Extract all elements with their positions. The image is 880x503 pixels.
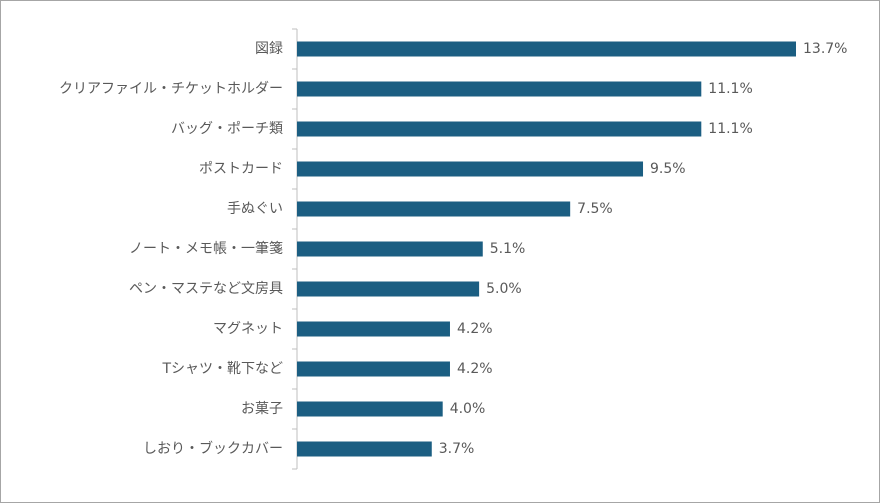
bar <box>297 401 443 417</box>
value-label: 9.5% <box>650 161 686 177</box>
category-label: ノート・メモ帳・一筆箋 <box>129 241 283 257</box>
value-label: 13.7% <box>803 41 847 57</box>
category-label: ポストカード <box>199 161 283 177</box>
category-label: Tシャツ・靴下など <box>161 361 283 377</box>
category-label: お菓子 <box>241 401 283 417</box>
value-label: 5.1% <box>490 241 526 257</box>
value-label: 4.0% <box>450 401 486 417</box>
value-label: 4.2% <box>457 321 493 337</box>
bar <box>297 321 450 337</box>
value-label: 5.0% <box>486 281 522 297</box>
category-label: バッグ・ポーチ類 <box>171 121 283 137</box>
category-label: マグネット <box>213 321 283 337</box>
bar <box>297 361 450 377</box>
category-label: クリアファイル・チケットホルダー <box>59 81 283 97</box>
value-label: 3.7% <box>439 441 475 457</box>
value-label: 4.2% <box>457 361 493 377</box>
bar <box>297 441 432 457</box>
category-label: 図録 <box>255 41 283 57</box>
category-label: 手ぬぐい <box>227 201 283 217</box>
bar <box>297 241 483 257</box>
category-label: しおり・ブックカバー <box>143 440 283 457</box>
bar <box>297 41 796 57</box>
value-label: 11.1% <box>708 81 752 97</box>
bar <box>297 161 644 177</box>
bar <box>297 201 571 217</box>
value-label: 11.1% <box>708 121 752 137</box>
bar <box>297 81 702 97</box>
value-label: 7.5% <box>577 201 613 217</box>
bar <box>297 121 702 137</box>
bar <box>297 281 480 297</box>
category-label: ペン・マステなど文房具 <box>129 281 283 297</box>
